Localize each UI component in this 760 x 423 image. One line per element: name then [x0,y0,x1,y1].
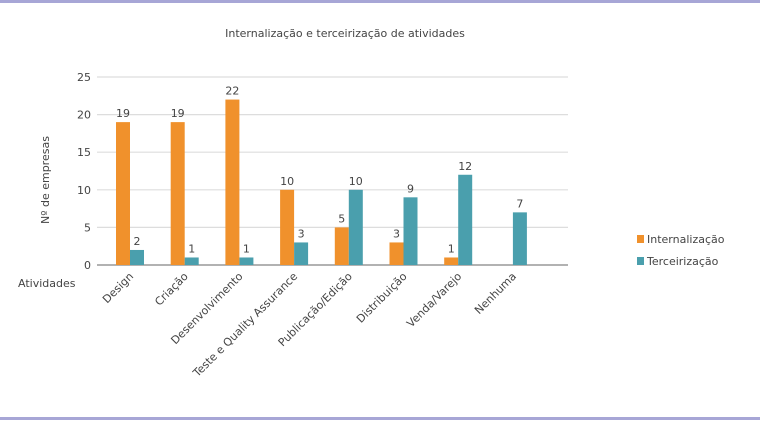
data-label: 3 [393,227,400,240]
x-tick-label: Distribuição [354,270,410,326]
data-label: 10 [280,175,294,188]
legend-label: Internalização [647,233,725,246]
bar-internalizacao [280,189,295,265]
bar-terceirizacao [184,257,199,265]
bar-terceirizacao [294,242,309,265]
data-label: 19 [116,107,130,120]
bar-terceirizacao [239,257,254,265]
x-axis-label: Atividades [18,277,76,290]
legend-label: Terceirização [646,255,719,268]
data-label: 9 [407,182,414,195]
bar-terceirizacao [403,197,418,265]
y-axis-label: Nº de empresas [39,136,52,224]
y-tick-label: 0 [84,259,91,272]
frame-top-border [0,0,760,3]
bar-internalizacao [444,257,459,265]
y-tick-label: 10 [77,184,91,197]
x-tick-label: Design [100,270,136,306]
bar-internalizacao [389,242,404,265]
data-label: 2 [134,235,141,248]
x-tick-label: Nenhuma [472,270,519,317]
bar-internalizacao [116,122,130,266]
legend-swatch [637,235,644,243]
data-label: 12 [458,160,472,173]
data-label: 1 [448,242,455,255]
x-tick-label: Venda/Varejo [404,270,464,330]
legend-swatch [637,257,644,265]
y-tick-label: 25 [77,71,91,84]
y-tick-label: 15 [77,146,91,159]
data-label: 1 [188,242,195,255]
bar-terceirizacao [130,249,144,265]
chart-title: Internalização e terceirização de ativid… [225,27,465,40]
x-tick-label: Teste e Quality Assurance [190,270,300,380]
data-label: 10 [349,175,363,188]
x-tick-label: Criação [152,270,191,309]
data-label: 22 [225,85,239,98]
bar-terceirizacao [458,174,473,265]
data-label: 7 [516,197,523,210]
bar-internalizacao [170,122,185,266]
data-label: 3 [298,227,305,240]
bar-internalizacao [334,227,349,265]
data-label: 1 [243,242,250,255]
bar-terceirizacao [512,212,527,265]
bar-terceirizacao [348,189,363,265]
frame-bottom-border [0,417,760,420]
y-tick-label: 5 [84,221,91,234]
data-label: 19 [171,107,185,120]
bar-internalizacao [225,99,240,265]
data-label: 5 [338,212,345,225]
y-tick-label: 20 [77,109,91,122]
